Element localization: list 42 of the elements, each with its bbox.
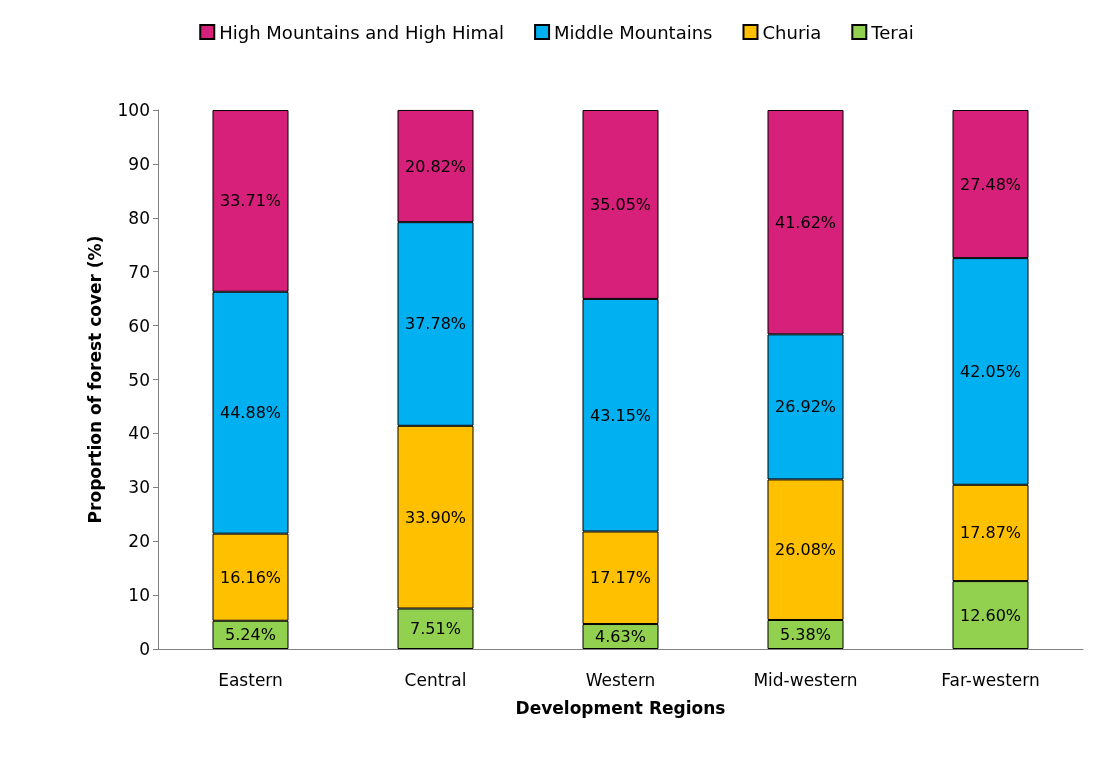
data-label: 41.62%	[774, 212, 837, 232]
data-label: 43.15%	[589, 405, 652, 425]
data-label: 37.78%	[404, 314, 467, 334]
y-tick-label: 70	[128, 261, 150, 282]
data-label: 33.90%	[404, 507, 467, 527]
x-axis-title: Development Regions	[515, 697, 726, 718]
x-tick-label: Central	[404, 669, 467, 690]
x-tick-label: Western	[585, 669, 656, 690]
y-tick-label: 80	[128, 207, 150, 228]
y-tick-label: 30	[128, 477, 150, 498]
y-tick-label: 90	[128, 153, 150, 174]
y-axis-title: Proportion of forest cover (%)	[84, 235, 105, 524]
legend-label: Middle Mountains	[554, 21, 713, 43]
data-label: 17.17%	[589, 568, 652, 588]
y-tick-label: 20	[128, 531, 150, 552]
data-label: 33.71%	[219, 191, 282, 211]
data-label: 4.63%	[595, 627, 646, 647]
y-tick-label: 50	[128, 369, 150, 390]
y-tick-label: 0	[139, 639, 150, 659]
x-tick-label: Far-western	[941, 669, 1040, 690]
data-label: 17.87%	[959, 523, 1022, 543]
legend-label: Churia	[762, 21, 822, 43]
data-label: 35.05%	[589, 194, 652, 214]
data-label: 26.08%	[774, 540, 837, 560]
y-tick-label: 60	[128, 315, 150, 336]
y-tick-label: 100	[117, 100, 150, 120]
x-tick-label: Eastern	[218, 669, 283, 690]
data-label: 16.16%	[219, 567, 282, 587]
data-label: 27.48%	[959, 174, 1022, 194]
data-label: 20.82%	[404, 156, 467, 176]
data-label: 44.88%	[219, 403, 282, 423]
y-tick-label: 40	[128, 423, 150, 444]
data-label: 26.92%	[774, 397, 837, 417]
data-label: 5.24%	[225, 625, 276, 645]
legend-label: Terai	[870, 21, 914, 43]
x-tick-label: Mid-western	[753, 669, 858, 690]
data-label: 5.38%	[780, 625, 831, 644]
data-label: 42.05%	[959, 361, 1022, 381]
data-label: 12.60%	[959, 605, 1022, 625]
y-tick-label: 10	[128, 585, 150, 606]
legend-label: High Mountains and High Himal	[219, 21, 505, 43]
data-label: 7.51%	[410, 619, 461, 639]
